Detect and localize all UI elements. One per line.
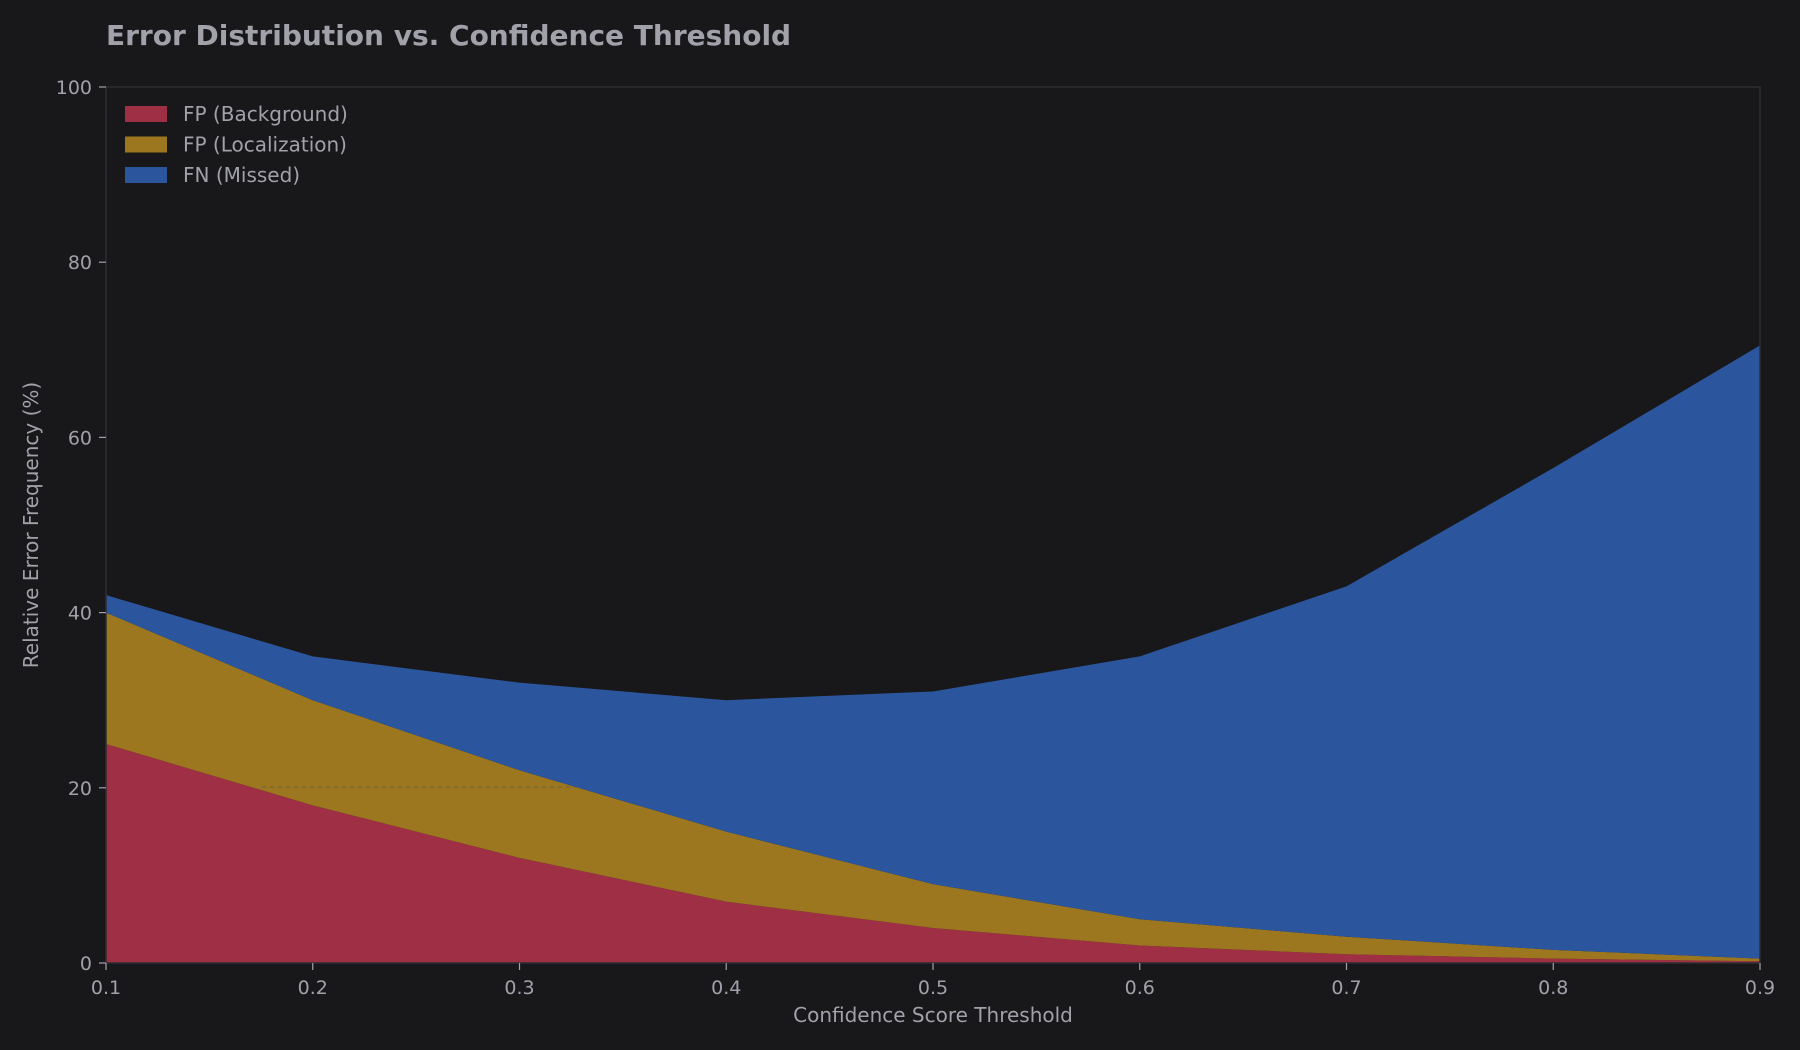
legend-swatch [125,167,167,183]
y-tick-label: 100 [56,77,92,99]
chart-legend: FP (Background) FP (Localization) FN (Miss… [125,102,348,187]
y-tick-label: 60 [68,427,92,449]
x-tick-label: 0.9 [1745,977,1775,999]
legend-swatch [125,106,167,122]
x-tick-label: 0.4 [711,977,741,999]
x-axis-label: Confidence Score Threshold [793,1003,1073,1027]
x-tick-label: 0.5 [918,977,948,999]
legend-item-fp-localization: FP (Localization) [125,133,347,157]
area-fn-missed [106,345,1760,959]
legend-swatch [125,136,167,153]
y-tick-label: 20 [68,778,92,800]
area-fp-localization [106,612,1760,962]
y-axis-label: Relative Error Frequency (%) [19,382,43,668]
x-tick-label: 0.2 [298,977,328,999]
y-tick-label: 40 [68,603,92,625]
y-tick-label: 80 [68,252,92,274]
chart-title: Error Distribution vs. Confidence Thresh… [106,19,791,52]
legend-item-fp-background: FP (Background) [125,102,348,126]
x-tick-label: 0.3 [504,977,534,999]
area-fp-background [106,744,1760,963]
legend-label: FP (Localization) [183,133,347,157]
x-tick-label: 0.7 [1331,977,1361,999]
legend-item-fn-missed: FN (Missed) [125,163,300,187]
chart-axes: 0 20 40 60 80 100 0.1 0.2 0.3 0.4 0.5 0.6 0.7 0.8 0.9 [56,77,1775,999]
legend-label: FP (Background) [183,102,348,126]
x-tick-label: 0.1 [91,977,121,999]
legend-label: FN (Missed) [183,163,300,187]
y-tick-label: 0 [80,953,92,975]
x-tick-label: 0.6 [1125,977,1155,999]
x-tick-label: 0.8 [1538,977,1568,999]
chart-areas [106,345,1760,963]
